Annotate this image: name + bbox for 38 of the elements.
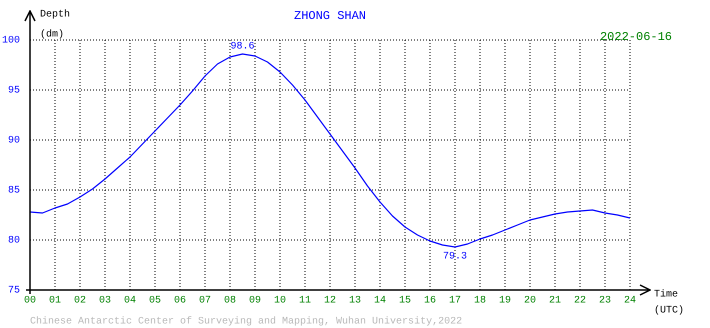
text: Chinese Antarctic Center of Surveying and Mapping, Wuhan University,2022 — [30, 316, 462, 328]
x-tick-label: 23 — [598, 296, 612, 307]
x-tick-label: 11 — [298, 296, 312, 307]
x-tick-label: 21 — [548, 296, 562, 307]
y-tick-label: 95 — [8, 86, 20, 97]
annotation: 98.6 — [230, 42, 255, 53]
x-tick-label: 14 — [374, 296, 386, 307]
x-tick-label: 08 — [224, 296, 236, 307]
x-tick-label: 22 — [574, 296, 586, 307]
y-tick-label: 90 — [8, 136, 20, 147]
x-tick-label: 03 — [98, 296, 112, 307]
x-tick-label: 09 — [248, 296, 262, 307]
x-tick-label: 07 — [198, 296, 212, 307]
x-tick-label: 16 — [424, 296, 436, 307]
x-tick-label: 17 — [448, 296, 462, 307]
y-tick-label: 75 — [8, 286, 20, 297]
x-tick-label: 00 — [24, 296, 36, 307]
x-tick-label: 24 — [624, 296, 636, 307]
x-tick-label: 18 — [474, 296, 486, 307]
x-axis-title: Time (UTC) — [654, 288, 684, 317]
x-tick-label: 13 — [348, 296, 362, 307]
x-tick-label: 20 — [524, 296, 536, 307]
x-tick-label: 12 — [324, 296, 336, 307]
x-tick-label: 19 — [498, 296, 512, 307]
x-tick-label: 01 — [48, 296, 62, 307]
annotation: 79.3 — [442, 252, 468, 263]
x-tick-label: 15 — [398, 296, 412, 307]
chart-title: ZHONG SHAN — [294, 9, 366, 24]
x-tick-label: 02 — [74, 296, 86, 307]
x-tick-label: 04 — [124, 296, 136, 307]
x-tick-label: 05 — [148, 296, 162, 307]
y-tick-label: 80 — [8, 236, 20, 247]
y-axis-title: Depth (dm) — [40, 8, 70, 41]
x-tick-label: 10 — [274, 296, 286, 307]
annotation: 2022-06-16 — [600, 30, 672, 44]
x-tick-label: 06 — [174, 296, 186, 307]
y-tick-label: 100 — [2, 36, 20, 47]
y-tick-label: 85 — [8, 186, 20, 197]
